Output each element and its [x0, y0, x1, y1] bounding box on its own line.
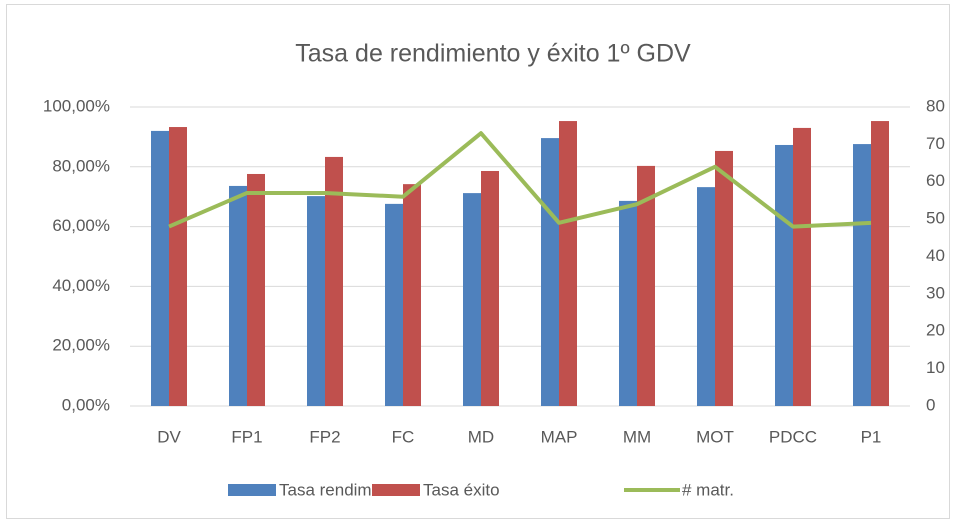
x-tick-label: MAP [541, 427, 578, 446]
x-tick-label: MD [468, 427, 494, 446]
bar [403, 184, 421, 406]
x-tick-label: FP1 [231, 427, 262, 446]
y2-tick-label: 20 [926, 321, 945, 340]
y2-tick-label: 0 [926, 395, 935, 414]
bar [793, 127, 811, 407]
bar [151, 130, 169, 407]
y2-tick-label: 40 [926, 246, 945, 265]
legend-swatch [228, 484, 276, 496]
x-tick-label: FP2 [309, 427, 340, 446]
line-series [168, 131, 872, 229]
y-tick-label: 40,00% [52, 276, 110, 295]
legend-swatch [372, 484, 420, 496]
y2-tick-label: 30 [926, 283, 945, 302]
x-tick-label: DV [157, 427, 181, 446]
bar [559, 121, 577, 406]
y-tick-label: 60,00% [52, 216, 110, 235]
y2-tick-label: 50 [926, 209, 945, 228]
bar [325, 156, 343, 406]
legend-label: # matr. [682, 480, 734, 499]
y-tick-label: 20,00% [52, 336, 110, 355]
bar [463, 193, 481, 406]
legend-label: Tasa éxito [423, 480, 500, 499]
bar [229, 185, 247, 406]
chart-title: Tasa de rendimiento y éxito 1º GDV [295, 40, 691, 68]
bar [637, 165, 655, 406]
bar [871, 121, 889, 406]
x-tick-label: MM [623, 427, 651, 446]
bar [247, 173, 265, 406]
bar [385, 203, 403, 406]
bar [481, 170, 499, 406]
y2-tick-label: 60 [926, 171, 945, 190]
x-tick-label: FC [392, 427, 415, 446]
y-tick-label: 80,00% [52, 156, 110, 175]
x-tick-label: MOT [696, 427, 734, 446]
bar [169, 127, 187, 407]
bar [715, 150, 733, 406]
y2-tick-label: 80 [926, 96, 945, 115]
x-tick-label: PDCC [769, 427, 817, 446]
bar [619, 200, 637, 406]
bar [541, 138, 559, 406]
bar [853, 144, 871, 407]
bar [307, 196, 325, 406]
x-tick-label: P1 [861, 427, 882, 446]
bar [697, 187, 715, 406]
legend-label: Tasa rendim. [279, 480, 376, 499]
y-tick-label: 0,00% [62, 395, 110, 414]
y2-tick-label: 70 [926, 134, 945, 153]
y2-tick-label: 10 [926, 358, 945, 377]
bar [775, 144, 793, 406]
y-tick-label: 100,00% [43, 96, 110, 115]
